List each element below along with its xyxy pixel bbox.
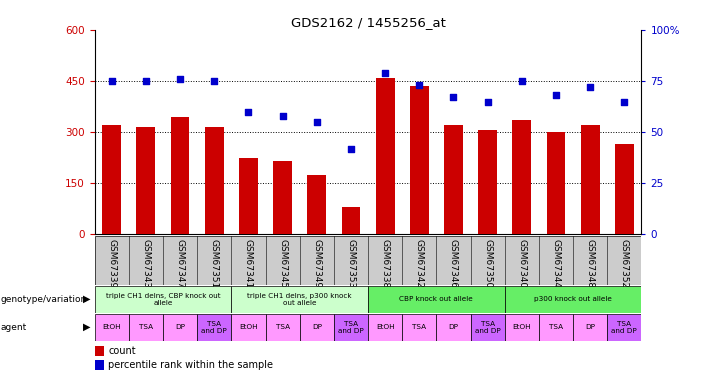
Text: GSM67339: GSM67339 bbox=[107, 239, 116, 288]
Point bbox=[106, 78, 117, 84]
Text: triple CH1 delns, p300 knock
out allele: triple CH1 delns, p300 knock out allele bbox=[247, 292, 352, 306]
Text: GSM67347: GSM67347 bbox=[175, 239, 184, 288]
Bar bbox=[580, 125, 599, 234]
Bar bbox=[334, 314, 368, 340]
Text: TSA
and DP: TSA and DP bbox=[338, 321, 364, 334]
Bar bbox=[231, 286, 368, 313]
Bar bbox=[137, 127, 156, 234]
Text: GSM67353: GSM67353 bbox=[346, 239, 355, 288]
Bar bbox=[505, 286, 641, 313]
Point bbox=[311, 119, 322, 125]
Title: GDS2162 / 1455256_at: GDS2162 / 1455256_at bbox=[291, 16, 445, 29]
Point bbox=[448, 94, 459, 100]
Text: TSA: TSA bbox=[549, 324, 563, 330]
Text: DP: DP bbox=[175, 324, 185, 330]
Text: CBP knock out allele: CBP knock out allele bbox=[400, 296, 473, 302]
Text: GSM67348: GSM67348 bbox=[585, 239, 594, 288]
Bar bbox=[444, 125, 463, 234]
Bar bbox=[231, 314, 266, 340]
Bar bbox=[170, 117, 189, 234]
Text: genotype/variation: genotype/variation bbox=[1, 295, 87, 304]
Text: TSA
and DP: TSA and DP bbox=[475, 321, 501, 334]
Text: TSA: TSA bbox=[275, 324, 290, 330]
Text: triple CH1 delns, CBP knock out
allele: triple CH1 delns, CBP knock out allele bbox=[106, 292, 220, 306]
Point bbox=[414, 82, 425, 88]
Text: GSM67340: GSM67340 bbox=[517, 239, 526, 288]
Bar bbox=[505, 314, 539, 340]
Text: GSM67351: GSM67351 bbox=[210, 239, 219, 288]
Text: p300 knock out allele: p300 knock out allele bbox=[534, 296, 612, 302]
Text: GSM67341: GSM67341 bbox=[244, 239, 253, 288]
Text: DP: DP bbox=[585, 324, 595, 330]
Text: GSM67350: GSM67350 bbox=[483, 239, 492, 288]
Bar bbox=[436, 314, 470, 340]
Point bbox=[209, 78, 220, 84]
Bar bbox=[478, 130, 497, 234]
Text: GSM67346: GSM67346 bbox=[449, 239, 458, 288]
Text: EtOH: EtOH bbox=[239, 324, 258, 330]
Bar bbox=[129, 314, 163, 340]
Text: DP: DP bbox=[312, 324, 322, 330]
Bar bbox=[402, 314, 436, 340]
Bar bbox=[410, 86, 429, 234]
Point bbox=[550, 92, 562, 98]
Text: count: count bbox=[108, 346, 136, 356]
Text: GSM67342: GSM67342 bbox=[415, 239, 424, 288]
Text: DP: DP bbox=[449, 324, 458, 330]
Text: GSM67352: GSM67352 bbox=[620, 239, 629, 288]
Text: GSM67343: GSM67343 bbox=[142, 239, 151, 288]
Bar bbox=[368, 314, 402, 340]
Bar bbox=[95, 286, 231, 313]
Bar bbox=[273, 161, 292, 234]
Bar bbox=[205, 127, 224, 234]
Text: percentile rank within the sample: percentile rank within the sample bbox=[108, 360, 273, 370]
Point bbox=[243, 109, 254, 115]
Text: TSA
and DP: TSA and DP bbox=[201, 321, 227, 334]
Bar bbox=[376, 78, 395, 234]
Text: agent: agent bbox=[1, 322, 27, 332]
Point bbox=[277, 113, 288, 119]
Text: ▶: ▶ bbox=[83, 322, 90, 332]
Bar bbox=[266, 314, 300, 340]
Point bbox=[379, 70, 390, 76]
Text: GSM67349: GSM67349 bbox=[312, 239, 321, 288]
Bar bbox=[95, 346, 104, 356]
Text: TSA: TSA bbox=[412, 324, 426, 330]
Bar bbox=[615, 144, 634, 234]
Bar bbox=[368, 286, 505, 313]
Bar bbox=[300, 314, 334, 340]
Text: EtOH: EtOH bbox=[512, 324, 531, 330]
Point bbox=[140, 78, 151, 84]
Bar bbox=[197, 314, 231, 340]
Text: TSA: TSA bbox=[139, 324, 153, 330]
Point bbox=[175, 76, 186, 82]
Bar bbox=[539, 314, 573, 340]
Bar bbox=[341, 207, 360, 234]
Text: GSM67345: GSM67345 bbox=[278, 239, 287, 288]
Bar bbox=[163, 314, 197, 340]
Bar bbox=[307, 175, 326, 234]
Bar bbox=[512, 120, 531, 234]
Bar bbox=[607, 314, 641, 340]
Bar bbox=[102, 125, 121, 234]
Bar bbox=[95, 360, 104, 370]
Bar bbox=[547, 132, 566, 234]
Bar bbox=[239, 158, 258, 234]
Text: GSM67338: GSM67338 bbox=[381, 239, 390, 288]
Bar bbox=[573, 314, 607, 340]
Point bbox=[516, 78, 527, 84]
Text: EtOH: EtOH bbox=[376, 324, 395, 330]
Bar bbox=[95, 314, 129, 340]
Point bbox=[619, 99, 630, 105]
Text: ▶: ▶ bbox=[83, 294, 90, 304]
Bar bbox=[470, 314, 505, 340]
Text: GSM67344: GSM67344 bbox=[552, 239, 561, 288]
Text: TSA
and DP: TSA and DP bbox=[611, 321, 637, 334]
Point bbox=[346, 146, 357, 152]
Point bbox=[482, 99, 494, 105]
Point bbox=[585, 84, 596, 90]
Text: EtOH: EtOH bbox=[102, 324, 121, 330]
